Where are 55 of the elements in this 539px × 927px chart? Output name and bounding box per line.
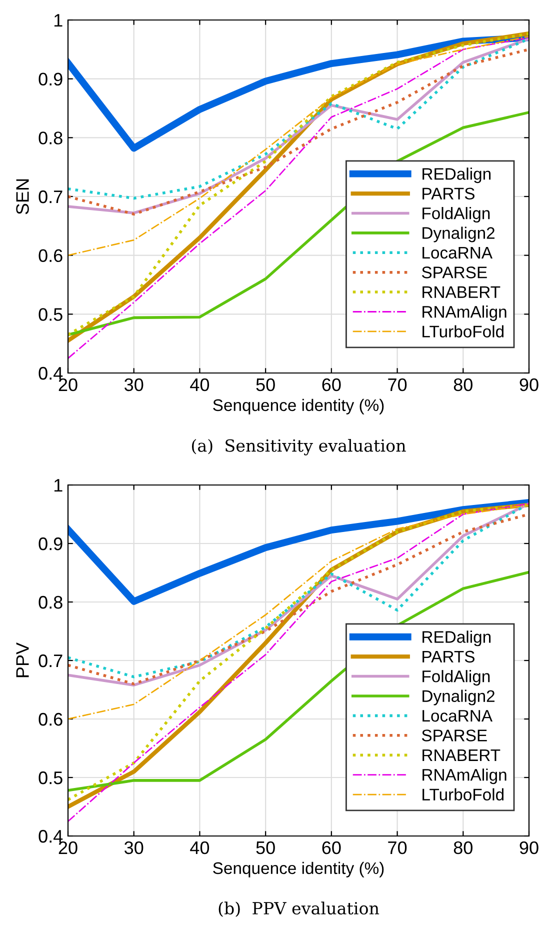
x-tick-label: 30 — [124, 378, 144, 392]
legend-label: RNABERT — [422, 286, 500, 298]
x-tick-label: 80 — [454, 841, 472, 854]
legend-label: RNAmAlign — [422, 306, 506, 322]
y-axis-title: PPV — [16, 642, 29, 678]
legend-label: SPARSE — [422, 730, 487, 742]
y-tick-label: 1 — [54, 14, 62, 27]
y-tick-label: 0.9 — [38, 72, 62, 86]
text: (b) PPV evaluation — [218, 902, 380, 917]
text: (a) Sensitivity evaluation — [192, 438, 406, 456]
y-tick-label: 0.5 — [38, 771, 62, 784]
x-axis-title: Senquence identity (%) — [213, 862, 384, 878]
y-tick-label: 0.6 — [38, 249, 62, 262]
x-tick-label: 50 — [256, 841, 275, 854]
x-tick-label: 90 — [520, 378, 538, 392]
y-tick-label: 1 — [54, 479, 62, 492]
legend-label: REDalign — [422, 168, 491, 184]
legend-label: PARTS — [422, 188, 474, 200]
legend-label: FoldAlign — [422, 670, 490, 686]
y-tick-label: 0.7 — [38, 654, 62, 668]
x-tick-label: 20 — [58, 841, 78, 854]
x-tick-label: 70 — [388, 841, 407, 854]
legend-label: LocaRNA — [422, 710, 492, 722]
x-tick-label: 70 — [388, 378, 407, 392]
y-tick-label: 0.8 — [38, 132, 62, 144]
y-tick-label: 0.7 — [38, 190, 62, 204]
y-tick-label: 0.8 — [38, 596, 62, 609]
legend-label: PARTS — [422, 650, 474, 663]
y-tick-label: 0.5 — [38, 308, 62, 321]
line-series — [68, 504, 529, 720]
legend-label: RNAmAlign — [422, 768, 506, 784]
legend-label: LocaRNA — [422, 247, 492, 259]
y-tick-label: 0.6 — [38, 712, 62, 726]
y-tick-label: 0.4 — [38, 830, 63, 843]
x-tick-label: 80 — [454, 378, 472, 392]
y-tick-label: 0.4 — [38, 366, 63, 380]
legend-label: LTurboFold — [422, 325, 504, 338]
x-tick-label: 60 — [322, 841, 341, 854]
x-tick-label: 30 — [124, 841, 144, 854]
legend-label: REDalign — [422, 630, 491, 646]
x-tick-label: 20 — [58, 378, 78, 392]
x-tick-label: 40 — [190, 378, 210, 392]
x-tick-label: 50 — [256, 378, 275, 392]
x-axis-title: Senquence identity (%) — [213, 398, 384, 414]
y-tick-label: 0.9 — [38, 537, 62, 550]
legend-label: LTurboFold — [422, 788, 504, 801]
legend-label: Dynalign2 — [422, 226, 494, 242]
legend-label: SPARSE — [422, 266, 487, 278]
legend-label: RNABERT — [422, 749, 500, 761]
x-tick-label: 60 — [322, 378, 341, 392]
legend-label: Dynalign2 — [422, 690, 494, 706]
legend-label: FoldAlign — [422, 206, 490, 223]
y-axis-title: SEN — [16, 179, 29, 214]
x-tick-label: 90 — [520, 841, 538, 854]
x-tick-label: 40 — [190, 841, 210, 854]
